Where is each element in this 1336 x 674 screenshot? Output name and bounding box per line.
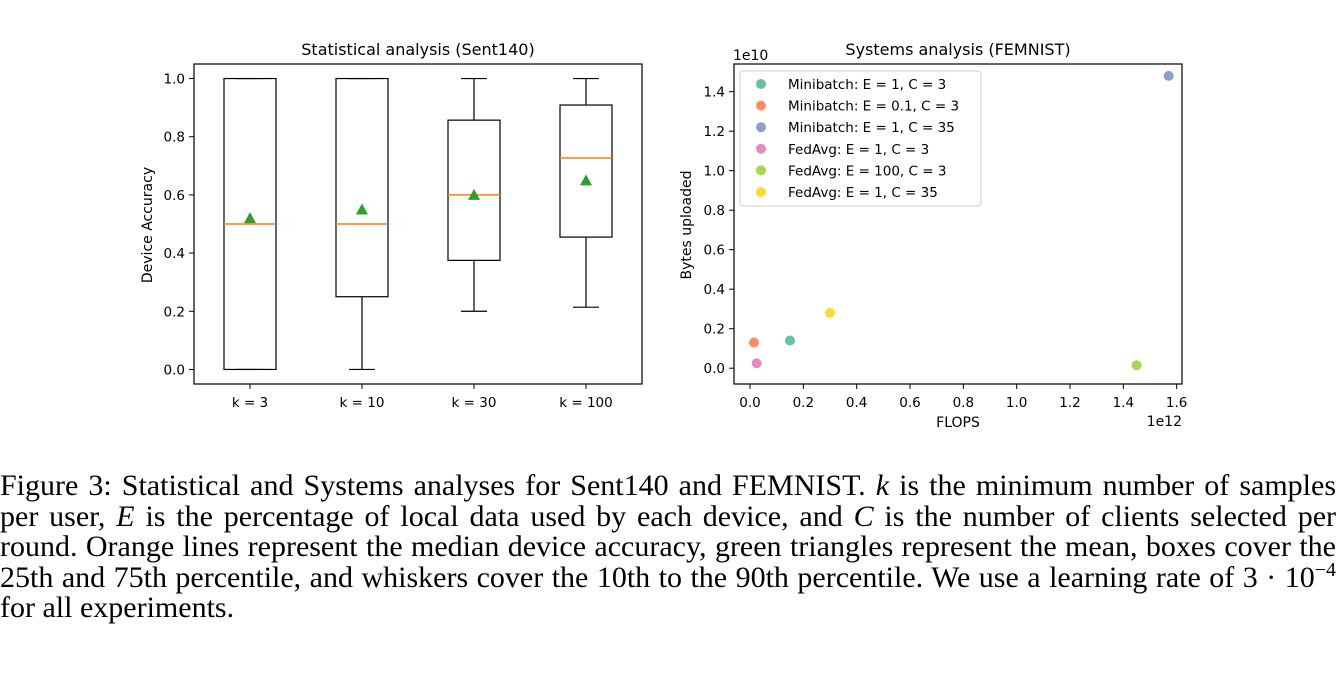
caption-text: is the percentage of local data used by … (134, 499, 854, 533)
mean-marker (468, 188, 480, 200)
x-tick-label: 0.8 (953, 395, 974, 411)
x-tick-label: 0.4 (846, 395, 867, 411)
scatter-point-2 (749, 337, 759, 348)
caption-var-c: C (853, 499, 874, 533)
box-body (559, 104, 613, 238)
x-tick-label: 1.6 (1166, 395, 1187, 411)
caption-text: is the minimum number of samples per use… (0, 469, 1336, 533)
legend-label: FedAvg: E = 1, C = 35 (788, 185, 938, 201)
y-tick-label: 0.0 (164, 362, 185, 378)
scatter-point-1 (785, 335, 795, 346)
y-tick-label: 1.0 (164, 72, 185, 88)
box-3 (447, 77, 501, 312)
right-y-multiplier: 1e10 (733, 48, 768, 64)
legend-swatch (756, 100, 766, 111)
x-tick-label: k = 3 (232, 395, 268, 411)
left-box-plot: Statistical analysis (Sent140) Device Ac… (140, 40, 643, 411)
legend-swatch (756, 79, 766, 89)
left-ticks: 0.0 0.2 0.4 0.6 0.8 1.0 k = 3 k = 10 k = 30 k = 1… (164, 72, 613, 411)
legend-swatch (756, 143, 766, 154)
right-scatter-plot: Systems analysis (FEMNIST) Bytes uploade… (679, 40, 1187, 431)
right-x-multiplier: 1e12 (1147, 414, 1182, 430)
scatter-point-5 (1131, 360, 1142, 371)
left-y-axis-label: Device Accuracy (140, 167, 156, 283)
x-tick-label: 0.0 (739, 395, 760, 411)
left-plot-frame (193, 63, 643, 385)
right-chart-title: Systems analysis (FEMNIST) (845, 40, 1070, 59)
caption-lr-base: 3 · 10 (1242, 560, 1315, 594)
x-tick-label: 0.2 (793, 395, 814, 411)
scatter-point-6 (825, 307, 835, 318)
legend-label: Minibatch: E = 0.1, C = 3 (788, 99, 959, 115)
legend-item: Minibatch: E = 0.1, C = 3 (756, 99, 959, 115)
y-tick-label: 0.4 (164, 246, 185, 262)
legend-frame (739, 70, 982, 207)
y-tick-label: 1.0 (704, 164, 725, 180)
right-y-axis-label: Bytes uploaded (679, 171, 695, 280)
x-tick-label: k = 10 (340, 395, 385, 411)
legend-label: FedAvg: E = 100, C = 3 (788, 163, 946, 179)
y-tick-label: 0.0 (704, 361, 725, 377)
caption-var-k: k (875, 469, 890, 502)
right-scatter-marks (749, 70, 1174, 371)
x-tick-label: 1.2 (1059, 395, 1080, 411)
caption-label: Figure 3: (0, 469, 112, 502)
legend-item: FedAvg: E = 1, C = 35 (756, 185, 938, 201)
legend-swatch (756, 187, 766, 197)
x-tick-label: 0.6 (899, 395, 920, 411)
y-tick-label: 0.8 (704, 203, 725, 219)
mean-marker (356, 203, 368, 215)
x-tick-label: k = 100 (559, 395, 612, 411)
legend-item: FedAvg: E = 1, C = 3 (756, 142, 929, 158)
right-plot-frame (733, 63, 1183, 385)
y-tick-label: 0.6 (704, 243, 725, 259)
legend-label: FedAvg: E = 1, C = 3 (788, 142, 929, 158)
caption-lr-exponent: −4 (1314, 558, 1336, 581)
y-tick-label: 0.8 (164, 130, 185, 146)
mean-marker (580, 174, 592, 186)
y-tick-label: 0.2 (164, 304, 185, 320)
right-x-axis-label: FLOPS (936, 415, 980, 431)
legend-item: Minibatch: E = 1, C = 35 (756, 120, 955, 136)
caption-var-e: E (116, 499, 135, 533)
y-tick-label: 1.2 (704, 124, 725, 140)
legend-swatch (756, 165, 766, 176)
left-box-marks (223, 77, 613, 371)
legend-label: Minibatch: E = 1, C = 35 (788, 120, 955, 136)
box-4 (559, 77, 613, 308)
caption-text: is the number of clients selected per ro… (0, 499, 1336, 594)
legend-item: Minibatch: E = 1, C = 3 (756, 77, 946, 93)
legend-item: FedAvg: E = 100, C = 3 (756, 163, 946, 179)
y-tick-label: 1.4 (704, 85, 725, 101)
legend-swatch (756, 122, 766, 133)
y-tick-label: 0.2 (704, 322, 725, 338)
legend-label: Minibatch: E = 1, C = 3 (788, 77, 946, 93)
y-tick-label: 0.6 (164, 188, 185, 204)
box-2 (335, 77, 389, 371)
x-tick-label: k = 30 (452, 395, 497, 411)
left-chart-title: Statistical analysis (Sent140) (301, 40, 534, 59)
right-ticks: 0.0 0.2 0.4 0.6 0.8 1.0 1.2 1.4 0.0 0.2 0.4 0.6 0.8 1… (704, 85, 1188, 411)
scatter-point-4 (751, 358, 762, 369)
y-tick-label: 0.4 (704, 282, 725, 298)
x-tick-label: 1.4 (1113, 395, 1134, 411)
figure-caption: Figure 3: Statistical and Systems analys… (0, 469, 1336, 624)
box-1 (223, 77, 277, 371)
scatter-point-3 (1163, 70, 1174, 81)
box-body (447, 119, 501, 261)
caption-text: for all experiments. (0, 591, 235, 624)
x-tick-label: 1.0 (1006, 395, 1027, 411)
legend: Minibatch: E = 1, C = 3 Minibatch: E = 0.… (739, 70, 982, 207)
mean-marker (244, 212, 256, 224)
box-body (335, 77, 389, 298)
caption-text: Statistical and Systems analyses for Sen… (111, 469, 876, 502)
